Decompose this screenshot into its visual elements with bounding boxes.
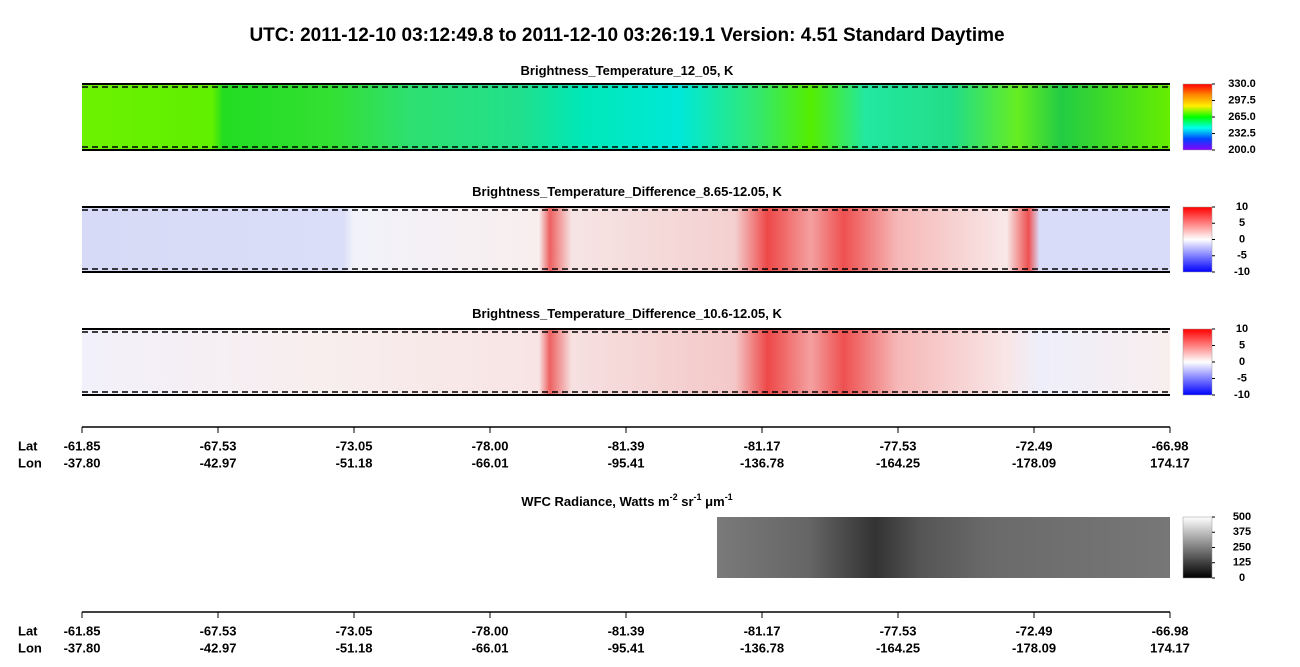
- lon-tick-label: -95.41: [608, 455, 645, 470]
- lat-tick-label: -81.39: [608, 438, 645, 453]
- panel-title: Brightness_Temperature_12_05, K: [521, 63, 735, 78]
- colorbar-tick-label: 232.5: [1228, 127, 1256, 139]
- colorbar-tick-label: 330.0: [1228, 78, 1256, 90]
- colorbar: [1182, 206, 1213, 273]
- title-part: Brightness_Temperature_Difference_8.65-1…: [472, 184, 782, 199]
- colorbar: [1182, 83, 1213, 151]
- colorbar-tick-label: 297.5: [1228, 94, 1256, 106]
- lon-label: Lon: [18, 640, 42, 655]
- heatmap-image: [82, 329, 1170, 395]
- colorbar-tick-label: 0: [1239, 356, 1245, 368]
- title-part: Brightness_Temperature_12_05, K: [521, 63, 735, 78]
- lat-tick-label: -61.85: [64, 623, 101, 638]
- lon-tick-label: 174.17: [1150, 640, 1190, 655]
- lon-tick-label: -51.18: [336, 640, 373, 655]
- heatmap-image: [82, 207, 1170, 272]
- colorbar-tick-label: 0: [1239, 233, 1245, 245]
- colorbar-tick-label: 125: [1233, 557, 1251, 569]
- colorbar-tick-label: 265.0: [1228, 111, 1256, 123]
- title-superscript: -2: [670, 492, 678, 502]
- colorbar-tick-label: 500: [1233, 511, 1251, 523]
- colorbar-tick-label: 5: [1239, 217, 1245, 229]
- colorbar-tick-label: 200.0: [1228, 144, 1256, 156]
- lat-label: Lat: [18, 438, 38, 453]
- panel-title: Brightness_Temperature_Difference_8.65-1…: [472, 184, 782, 199]
- lon-tick-label: -42.97: [200, 455, 237, 470]
- title-part: sr: [678, 494, 694, 509]
- title-part: WFC Radiance, Watts m: [521, 494, 669, 509]
- colorbar-tick-label: -10: [1234, 389, 1250, 401]
- lat-tick-label: -72.49: [1016, 438, 1053, 453]
- lon-tick-label: -66.01: [472, 640, 509, 655]
- lon-tick-label: -66.01: [472, 455, 509, 470]
- lon-tick-label: -164.25: [876, 455, 920, 470]
- lon-tick-label: -164.25: [876, 640, 920, 655]
- lon-tick-label: 174.17: [1150, 455, 1190, 470]
- colorbar-tick-label: 0: [1239, 572, 1245, 584]
- lon-tick-label: -136.78: [740, 640, 784, 655]
- lat-tick-label: -61.85: [64, 438, 101, 453]
- lat-tick-label: -78.00: [472, 438, 509, 453]
- lon-tick-label: -37.80: [64, 640, 101, 655]
- lon-tick-label: -42.97: [200, 640, 237, 655]
- heatmap-image: [717, 517, 1170, 578]
- lat-tick-label: -67.53: [200, 623, 237, 638]
- title-superscript: -1: [725, 492, 733, 502]
- title-superscript: -1: [694, 492, 702, 502]
- colorbar-tick-label: 375: [1233, 526, 1251, 538]
- lat-tick-label: -77.53: [880, 438, 917, 453]
- colorbar: [1182, 328, 1213, 396]
- colorbar-tick-label: 10: [1236, 323, 1248, 335]
- lat-tick-label: -73.05: [336, 438, 373, 453]
- lat-tick-label: -66.98: [1152, 438, 1189, 453]
- page-title: UTC: 2011-12-10 03:12:49.8 to 2011-12-10…: [249, 25, 1004, 46]
- colorbar-tick-label: 250: [1233, 541, 1251, 553]
- heatmap-image: [82, 84, 1170, 150]
- panel-title: WFC Radiance, Watts m-2 sr-1 μm-1: [521, 492, 732, 509]
- colorbar: [1182, 516, 1213, 579]
- lon-tick-label: -178.09: [1012, 455, 1056, 470]
- lon-label: Lon: [18, 455, 42, 470]
- title-part: Brightness_Temperature_Difference_10.6-1…: [472, 306, 782, 321]
- lat-label: Lat: [18, 623, 38, 638]
- lon-tick-label: -136.78: [740, 455, 784, 470]
- lon-tick-label: -37.80: [64, 455, 101, 470]
- lat-tick-label: -73.05: [336, 623, 373, 638]
- colorbar-tick-label: -5: [1237, 372, 1247, 384]
- colorbar-tick-label: -5: [1237, 250, 1247, 262]
- lon-tick-label: -51.18: [336, 455, 373, 470]
- lon-tick-label: -178.09: [1012, 640, 1056, 655]
- lon-tick-label: -95.41: [608, 640, 645, 655]
- title-part: μm: [702, 494, 725, 509]
- lat-tick-label: -72.49: [1016, 623, 1053, 638]
- lat-tick-label: -77.53: [880, 623, 917, 638]
- colorbar-tick-label: 5: [1239, 339, 1245, 351]
- lat-tick-label: -67.53: [200, 438, 237, 453]
- lat-tick-label: -81.39: [608, 623, 645, 638]
- colorbar-tick-label: 10: [1236, 201, 1248, 213]
- lat-tick-label: -81.17: [744, 623, 781, 638]
- lat-tick-label: -81.17: [744, 438, 781, 453]
- lat-tick-label: -78.00: [472, 623, 509, 638]
- colorbar-tick-label: -10: [1234, 266, 1250, 278]
- lat-tick-label: -66.98: [1152, 623, 1189, 638]
- panel-title: Brightness_Temperature_Difference_10.6-1…: [472, 306, 782, 321]
